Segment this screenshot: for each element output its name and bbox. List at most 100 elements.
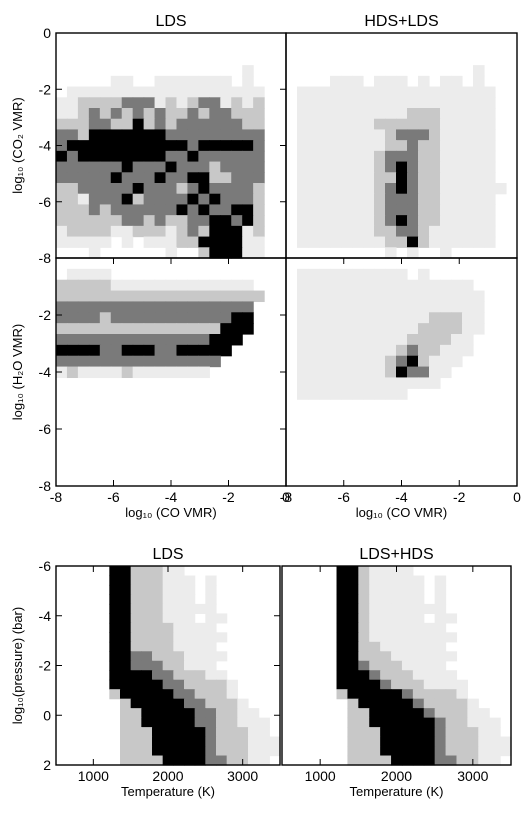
heat-cell [429,279,441,292]
heat-cell [152,594,164,605]
heat-cell [187,334,199,346]
heat-cell [489,746,501,757]
heat-cell [110,355,123,368]
heat-cell [451,279,463,292]
heat-cell [297,183,309,195]
heat-cell [380,566,392,577]
heat-cell [141,651,153,662]
heat-cell [88,236,101,248]
heat-cell [462,172,474,184]
heat-cell [209,161,221,173]
heat-cell [121,118,134,131]
heat-cell [143,279,156,292]
heat-cell [385,279,397,292]
heat-cell [269,746,281,757]
heat-cell [440,334,452,346]
heat-cell [407,150,419,163]
heat-cell [109,641,121,652]
heat-cell [319,312,331,324]
heat-cell [132,118,145,131]
heat-cell [369,689,381,700]
heat-cell [99,140,112,152]
heat-cell [132,150,145,163]
heat-cell [130,698,142,709]
heat-cell [187,183,199,195]
heat-cell [297,140,309,152]
heat-cell [462,290,474,303]
heat-cell [396,344,408,357]
heat-cell [143,150,156,163]
heat-cell [152,622,164,633]
heat-cell [440,279,452,292]
heat-cell [385,377,397,389]
heat-cell [391,698,403,709]
heat-cell [242,279,254,292]
heat-cell [130,746,142,757]
heat-cell [451,344,463,357]
heat-cell [242,150,254,163]
heat-cell [209,75,221,88]
heat-cell [363,204,375,216]
heat-cell [429,108,441,120]
heat-cell [231,279,243,292]
heat-cell [358,746,370,757]
heat-cell [401,727,414,738]
heat-cell [242,65,254,77]
x-tick-label: 1000 [78,768,109,784]
heat-cell [205,717,217,728]
heat-cell [363,366,375,379]
heat-cell [88,344,101,357]
heat-cell [391,594,403,605]
heat-cell [451,355,463,368]
heat-cell [209,150,221,163]
heat-cell [434,698,447,709]
heat-cell [440,225,452,238]
heat-cell [385,140,397,152]
heat-cell [143,290,156,303]
heat-cell [412,670,425,681]
heat-cell [187,204,199,216]
heat-cell [121,355,134,368]
heat-cell [120,603,132,614]
heat-cell [162,632,174,643]
heat-cell [231,183,243,195]
heat-cell [176,140,189,152]
heat-cell [341,344,353,357]
heat-cell [467,736,479,747]
heat-cell [347,622,359,633]
heat-cell [88,247,101,259]
heat-cell [198,161,210,173]
heat-cell [330,183,342,195]
heat-cell [173,632,185,643]
heat-cell [374,129,386,141]
heat-cell [187,323,199,335]
heat-cell [396,215,408,227]
heat-cell [194,736,206,747]
heat-cell [99,118,112,131]
heat-cell [121,150,134,163]
heat-cell [341,183,353,195]
heat-cell [308,118,320,131]
heat-cell [473,301,485,313]
heat-cell [56,118,68,131]
heat-cell [391,689,403,700]
heat-cell [380,679,392,690]
heat-cell [440,183,452,195]
heat-cell [253,215,265,227]
heat-cell [99,161,112,173]
heat-cell [198,97,210,109]
heat-cell [308,183,320,195]
heat-cell [66,86,79,98]
heat-cell [319,97,331,109]
heat-cell [209,312,221,324]
heat-cell [110,108,123,120]
heat-cell [176,279,189,292]
heat-cell [336,670,349,681]
heat-cell [99,301,112,313]
heat-cell [363,108,375,120]
heat-cell [165,140,178,152]
heat-cell [418,204,430,216]
heat-cell [56,172,68,184]
heat-cell [56,344,68,357]
heat-cell [330,97,342,109]
